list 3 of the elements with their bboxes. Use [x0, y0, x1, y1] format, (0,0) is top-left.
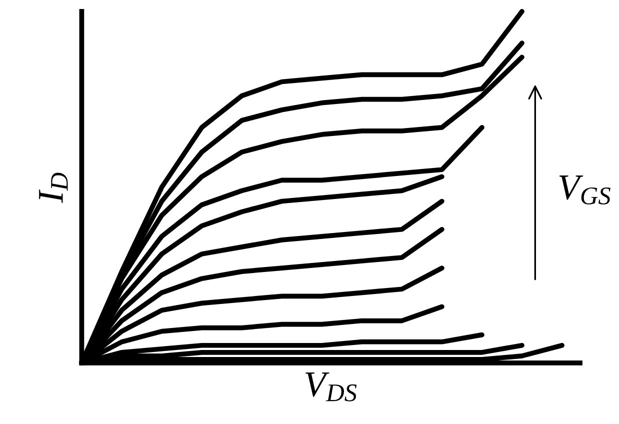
y-axis-title: I$_{D}$ — [39, 172, 68, 204]
x-axis-title: V$_{DS}$ — [306, 372, 357, 402]
annotation: V$_{GS}$ — [559, 176, 610, 204]
